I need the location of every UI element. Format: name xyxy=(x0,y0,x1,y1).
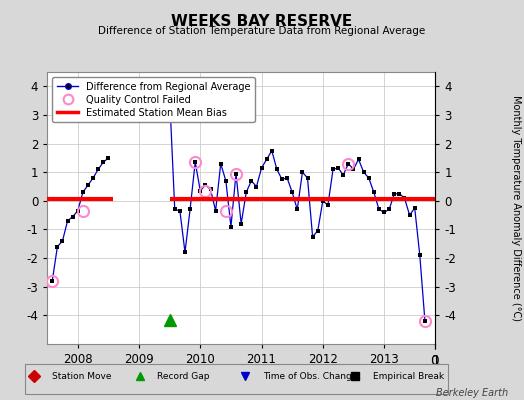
Legend: Difference from Regional Average, Quality Control Failed, Estimated Station Mean: Difference from Regional Average, Qualit… xyxy=(52,77,255,122)
Text: WEEKS BAY RESERVE: WEEKS BAY RESERVE xyxy=(171,14,353,29)
Text: Empirical Break: Empirical Break xyxy=(373,372,444,381)
Text: Time of Obs. Change: Time of Obs. Change xyxy=(263,372,357,381)
Text: Berkeley Earth: Berkeley Earth xyxy=(436,388,508,398)
Text: Record Gap: Record Gap xyxy=(157,372,210,381)
Text: Difference of Station Temperature Data from Regional Average: Difference of Station Temperature Data f… xyxy=(99,26,425,36)
Text: Monthly Temperature Anomaly Difference (°C): Monthly Temperature Anomaly Difference (… xyxy=(511,95,521,321)
Text: Station Move: Station Move xyxy=(52,372,111,381)
